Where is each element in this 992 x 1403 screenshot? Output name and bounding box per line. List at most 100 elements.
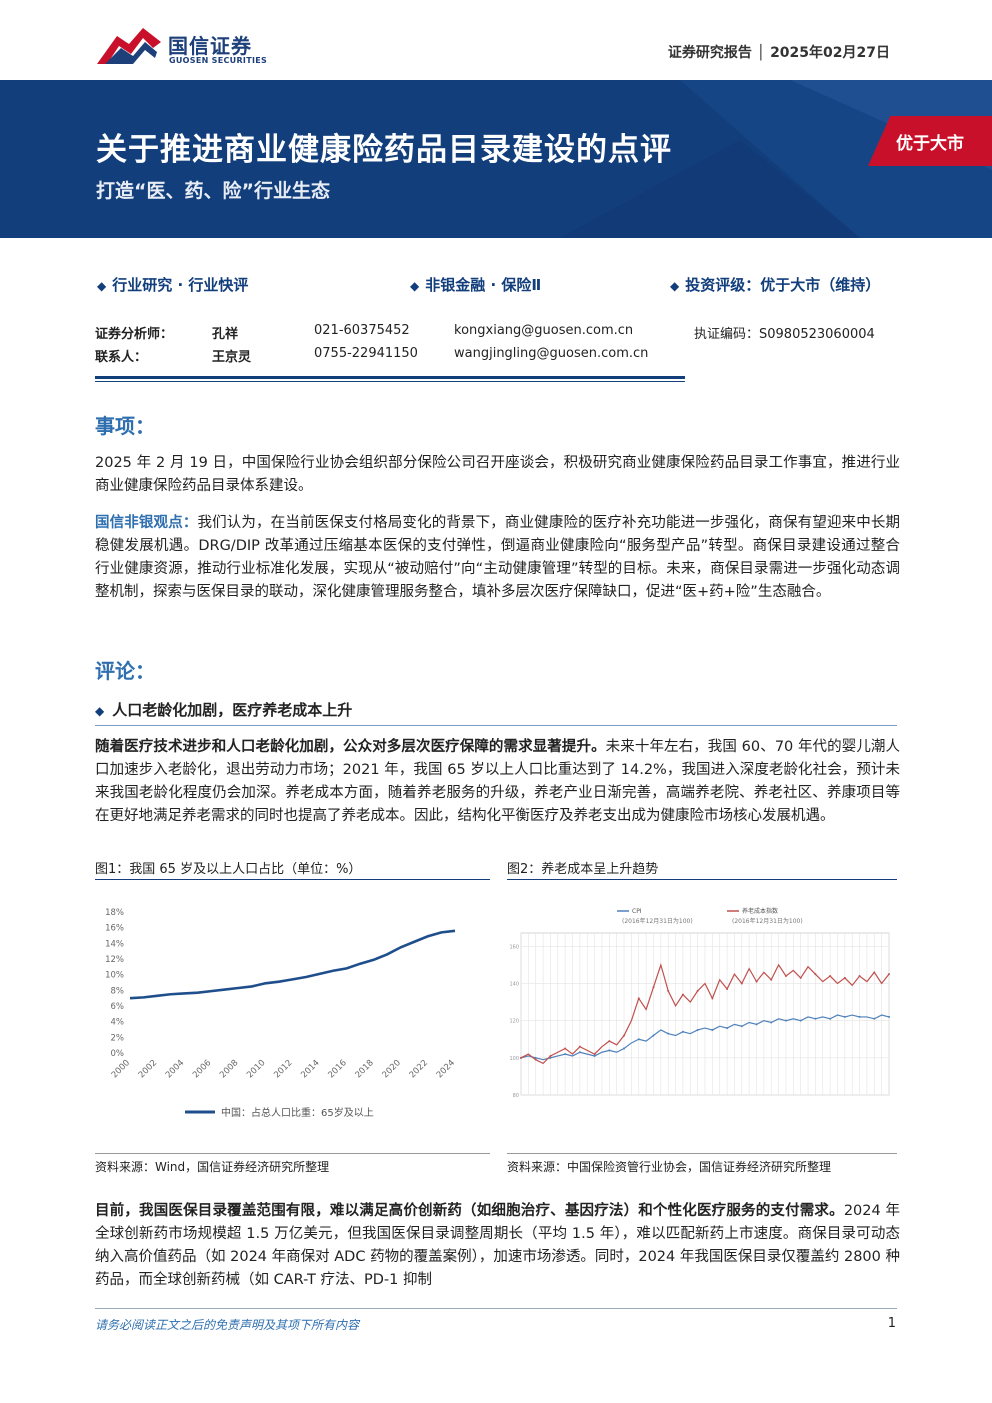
- y-tick-label: 12%: [105, 955, 124, 965]
- data-point: [623, 1034, 626, 1037]
- data-point: [667, 1032, 670, 1035]
- contact-role: 联系人：: [95, 350, 148, 365]
- aging-paragraph: 随着医疗技术进步和人口老龄化加剧，公众对多层次医疗保障的需求显著提升。未来十年左…: [95, 739, 901, 824]
- x-tick-label: 2024: [435, 1058, 457, 1080]
- data-point: [755, 1023, 758, 1026]
- y-tick-label: 80: [513, 1093, 519, 1099]
- y-tick-label: 6%: [111, 1002, 125, 1012]
- contact-phone: 021-60375452: [314, 323, 410, 338]
- data-point: [755, 980, 758, 983]
- contact-name: 王京灵: [212, 350, 252, 365]
- legend-label: 中国：占总人口比重：65岁及以上: [221, 1106, 374, 1119]
- guosen-logo-icon: [97, 28, 161, 64]
- divider: [507, 1153, 897, 1154]
- data-point: [784, 975, 787, 978]
- legend-note: (2016年12月31日为100): [732, 917, 803, 925]
- data-point: [770, 1021, 773, 1024]
- divider: [95, 725, 897, 726]
- figure1-title: 图1：我国 65 岁及以上人口占比（单位：%）: [95, 862, 362, 877]
- divider: [95, 376, 685, 379]
- diamond-icon: ◆: [95, 704, 105, 718]
- data-point: [843, 1015, 846, 1018]
- section-comment-title: 评论：: [95, 659, 155, 683]
- data-point: [681, 993, 684, 996]
- data-point: [637, 997, 640, 1000]
- divider: [507, 879, 897, 880]
- data-point: [681, 1030, 684, 1033]
- x-tick-label: 2010: [245, 1058, 267, 1080]
- y-tick-label: 120: [509, 1019, 519, 1025]
- logo-chinese-name: 国信证券: [168, 34, 252, 58]
- data-point: [799, 976, 802, 979]
- legend-label: 养老成本指数: [742, 907, 778, 915]
- legend-label: CPI: [632, 908, 642, 915]
- data-point: [564, 1053, 567, 1056]
- y-tick-label: 100: [509, 1056, 519, 1062]
- data-point: [740, 1025, 743, 1028]
- page-number: 1: [887, 1316, 896, 1331]
- y-tick-label: 16%: [105, 924, 124, 934]
- series-line: [129, 929, 456, 1000]
- figure2-source: 资料来源：中国保险资管行业协会，国信证券经济研究所整理: [507, 1160, 832, 1174]
- data-point: [726, 988, 729, 991]
- y-tick-label: 14%: [105, 939, 124, 949]
- figure1-chart: 0%2%4%6%8%10%12%14%16%18%2000 2002 2004 200…: [105, 908, 457, 1119]
- title-banner: 关于推进商业健康险药品目录建设的点评 打造“医、药、险”行业生态 优于大市: [0, 80, 992, 238]
- data-point: [799, 1019, 802, 1022]
- x-tick-label: 2020: [381, 1058, 403, 1080]
- data-point: [578, 1045, 581, 1048]
- data-point: [667, 989, 670, 992]
- x-tick-label: 2012: [272, 1058, 294, 1080]
- y-tick-label: 10%: [105, 971, 124, 981]
- data-point: [829, 1017, 832, 1020]
- report-subtitle: 打造“医、药、险”行业生态: [96, 180, 330, 202]
- data-point: [608, 1040, 611, 1043]
- data-point: [652, 986, 655, 989]
- data-point: [534, 1058, 537, 1061]
- contact-phone: 0755-22941150: [314, 346, 418, 361]
- y-tick-label: 160: [509, 944, 519, 950]
- meta-rating: ◆ 投资评级：优于大市（维持）: [670, 276, 881, 294]
- data-point: [608, 1049, 611, 1052]
- y-tick-label: 0%: [111, 1049, 125, 1059]
- contact-email[interactable]: kongxiang@guosen.com.cn: [454, 323, 634, 338]
- x-tick-label: 2022: [408, 1058, 430, 1080]
- data-point: [740, 982, 743, 985]
- data-point: [873, 1017, 876, 1020]
- y-tick-label: 18%: [105, 908, 124, 918]
- contact-email[interactable]: wangjingling@guosen.com.cn: [454, 346, 649, 361]
- x-tick-label: 2014: [299, 1058, 321, 1080]
- coverage-paragraph: 目前，我国医保目录覆盖范围有限，难以满足高价创新药（如细胞治疗、基因疗法）和个性…: [95, 1203, 901, 1288]
- x-tick-label: 2016: [326, 1058, 348, 1080]
- x-tick-label: 2018: [353, 1058, 375, 1080]
- series-line: [520, 962, 890, 1065]
- figure1-source: 资料来源：Wind，国信证券经济研究所整理: [95, 1160, 330, 1174]
- data-point: [814, 973, 817, 976]
- data-point: [652, 1034, 655, 1037]
- data-point: [711, 1028, 714, 1031]
- figure2-chart: 80 100 120 140 160 CPI (2016年12月31日为100) 养老成本指数…: [509, 907, 890, 1099]
- data-point: [843, 976, 846, 979]
- diamond-icon: ◆: [670, 279, 680, 293]
- series-line: [520, 1014, 890, 1061]
- data-point: [888, 973, 890, 976]
- data-point: [623, 1047, 626, 1050]
- divider: [95, 1153, 490, 1154]
- legend-note: (2016年12月31日为100): [622, 917, 693, 925]
- contact-license: 执证编码：S0980523060004: [694, 327, 875, 342]
- data-point: [593, 1054, 596, 1057]
- data-point: [814, 1017, 817, 1020]
- view-paragraph: 国信非银观点：我们认为，在当前医保支付格局变化的背景下，商业健康险的医疗补充功能…: [95, 515, 901, 600]
- event-paragraph: 2025 年 2 月 19 日，中国保险行业协会组织部分保险公司召开座谈会，积极…: [95, 455, 900, 494]
- data-point: [873, 971, 876, 974]
- data-point: [593, 1053, 596, 1056]
- data-point: [858, 975, 861, 978]
- data-point: [829, 975, 832, 978]
- data-point: [784, 1019, 787, 1022]
- report-title: 关于推进商业健康险药品目录建设的点评: [96, 132, 672, 168]
- data-point: [858, 1015, 861, 1018]
- x-tick-label: 2008: [218, 1058, 240, 1080]
- data-point: [549, 1056, 552, 1059]
- divider: [95, 381, 685, 382]
- data-point: [564, 1047, 567, 1050]
